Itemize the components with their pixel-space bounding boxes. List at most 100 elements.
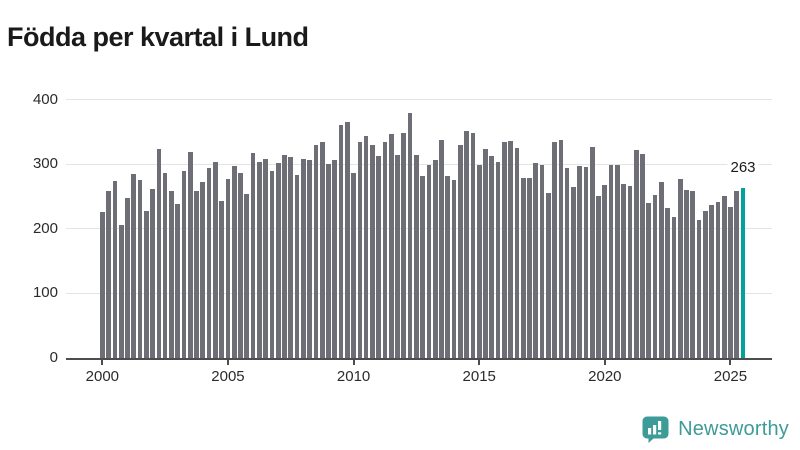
bar bbox=[344, 121, 350, 358]
bar bbox=[476, 165, 482, 358]
bar bbox=[589, 146, 595, 358]
gridline bbox=[66, 228, 772, 230]
x-axis-tick-label: 2000 bbox=[85, 368, 120, 385]
bar bbox=[357, 142, 363, 358]
bar bbox=[489, 155, 495, 358]
bar bbox=[684, 190, 689, 358]
y-axis-tick-label: 200 bbox=[32, 219, 58, 237]
bar bbox=[294, 174, 300, 358]
bar bbox=[118, 224, 124, 358]
bar bbox=[106, 191, 111, 358]
bar bbox=[659, 182, 664, 358]
bar bbox=[338, 125, 344, 358]
bar bbox=[621, 183, 626, 358]
bar bbox=[702, 211, 708, 358]
bar bbox=[313, 144, 319, 358]
bar bbox=[445, 175, 451, 358]
bar bbox=[464, 131, 469, 358]
bar bbox=[734, 190, 740, 358]
bar bbox=[608, 165, 614, 358]
x-axis-tick bbox=[226, 360, 229, 365]
x-axis-tick bbox=[603, 360, 606, 365]
gridline bbox=[66, 163, 772, 165]
x-axis-tick-label: 2025 bbox=[713, 368, 748, 385]
bar bbox=[257, 162, 262, 358]
bar bbox=[501, 141, 507, 358]
bar bbox=[407, 113, 413, 358]
bar bbox=[640, 153, 645, 358]
bar bbox=[520, 177, 526, 358]
y-axis-tick-label: 400 bbox=[32, 90, 58, 108]
bar bbox=[602, 184, 608, 358]
bar bbox=[231, 166, 237, 358]
x-axis-line bbox=[66, 358, 772, 360]
bar bbox=[552, 142, 557, 358]
bar bbox=[125, 197, 130, 358]
highlight-value-label: 263 bbox=[727, 159, 759, 178]
bar bbox=[150, 188, 155, 358]
bar bbox=[137, 179, 143, 358]
bar bbox=[238, 173, 243, 358]
bar bbox=[213, 162, 218, 358]
bar bbox=[709, 204, 714, 358]
brand-name: Newsworthy bbox=[678, 418, 789, 440]
bar bbox=[206, 168, 212, 358]
bar bbox=[300, 159, 306, 358]
bar bbox=[244, 193, 250, 358]
bar bbox=[194, 190, 199, 358]
x-axis-tick-label: 2005 bbox=[211, 368, 245, 385]
gridline bbox=[66, 99, 772, 101]
bar bbox=[558, 140, 564, 358]
bar bbox=[539, 164, 545, 358]
bar bbox=[577, 166, 583, 358]
bar bbox=[112, 180, 118, 358]
bar bbox=[495, 162, 501, 358]
bar bbox=[533, 162, 539, 358]
bar bbox=[633, 149, 639, 358]
bar bbox=[627, 185, 633, 358]
bar bbox=[326, 163, 331, 358]
bar bbox=[363, 135, 369, 358]
bar bbox=[187, 151, 193, 358]
bar bbox=[275, 162, 281, 358]
bar bbox=[596, 195, 601, 358]
bar bbox=[527, 177, 532, 358]
bar bbox=[282, 154, 287, 358]
bar bbox=[332, 160, 338, 358]
bar bbox=[420, 176, 426, 358]
y-axis-tick-label: 100 bbox=[32, 284, 58, 302]
bar bbox=[470, 132, 476, 358]
x-axis-tick bbox=[352, 360, 355, 365]
bar bbox=[181, 171, 187, 358]
x-axis-tick bbox=[729, 360, 732, 365]
x-axis-tick bbox=[478, 360, 481, 365]
bar bbox=[671, 217, 677, 358]
bar bbox=[319, 142, 325, 358]
brand-logo-link[interactable]: Newsworthy bbox=[641, 415, 789, 444]
bar bbox=[508, 140, 513, 358]
bar bbox=[376, 156, 382, 358]
bar bbox=[728, 206, 733, 358]
bar bbox=[225, 179, 231, 358]
bar bbox=[677, 179, 683, 358]
bar bbox=[370, 145, 375, 358]
bar bbox=[175, 203, 181, 358]
bar bbox=[143, 210, 149, 358]
bar bbox=[288, 157, 294, 358]
bar bbox=[696, 219, 702, 358]
x-axis-tick-label: 2015 bbox=[462, 368, 496, 385]
bar bbox=[458, 144, 463, 358]
bar bbox=[162, 172, 168, 358]
bar bbox=[652, 195, 658, 358]
bar bbox=[426, 164, 432, 358]
bar bbox=[269, 171, 275, 358]
bar bbox=[169, 190, 174, 358]
bar bbox=[200, 182, 206, 358]
highlighted-bar bbox=[740, 188, 746, 358]
bar bbox=[564, 168, 570, 358]
bar-chart-speech-bubble-icon bbox=[641, 415, 670, 444]
y-axis-tick-label: 0 bbox=[49, 349, 58, 366]
bar bbox=[156, 149, 162, 358]
bar bbox=[583, 167, 589, 358]
